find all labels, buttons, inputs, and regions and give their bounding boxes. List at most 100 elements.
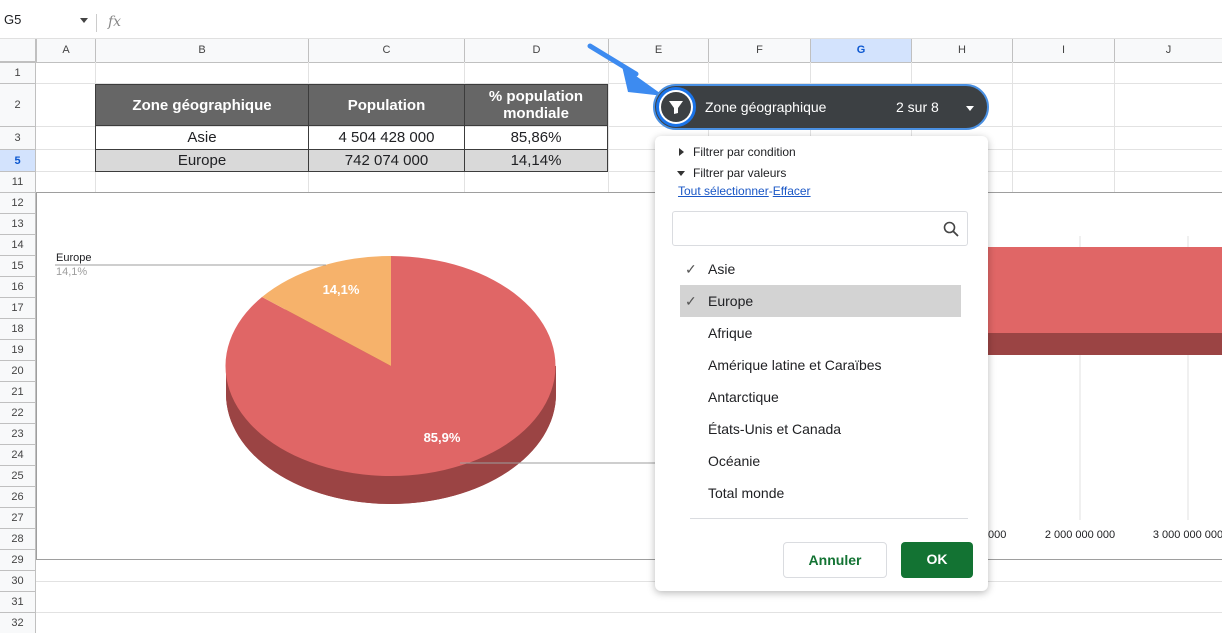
- link-separator: -: [768, 184, 773, 198]
- filter-chip[interactable]: Zone géographique 2 sur 8: [653, 84, 989, 130]
- bar-tick-label: 000: [988, 529, 1006, 541]
- select-all-link[interactable]: Tout sélectionner: [678, 184, 769, 198]
- row-header-31[interactable]: 31: [0, 591, 36, 612]
- filter-chip-count[interactable]: 2 sur 8: [896, 99, 939, 115]
- formula-bar: G5 fx: [0, 0, 1222, 39]
- filter-chip-label: Zone géographique: [705, 99, 827, 115]
- filter-option-antarctique[interactable]: Antarctique: [680, 381, 961, 413]
- row-header-26[interactable]: 26: [0, 486, 36, 507]
- row-header-32[interactable]: 32: [0, 612, 36, 633]
- row-header-3[interactable]: 3: [0, 126, 36, 149]
- filter-option-asie[interactable]: ✓ Asie: [680, 253, 961, 285]
- column-header-h[interactable]: H: [911, 39, 1012, 62]
- filter-by-values[interactable]: Filtrer par valeurs: [677, 166, 877, 180]
- divider: [96, 14, 97, 32]
- name-box[interactable]: G5: [4, 10, 90, 30]
- row-header-20[interactable]: 20: [0, 360, 36, 381]
- fx-icon: fx: [108, 14, 122, 30]
- column-header-a[interactable]: A: [36, 39, 95, 62]
- bar-asie: [988, 247, 1222, 333]
- row-header-22[interactable]: 22: [0, 402, 36, 423]
- divider: [690, 518, 968, 519]
- row-header-1[interactable]: 1: [0, 62, 36, 83]
- filter-option-label: États-Unis et Canada: [708, 421, 842, 437]
- column-header-d[interactable]: D: [464, 39, 608, 62]
- column-header-e[interactable]: E: [608, 39, 708, 62]
- filter-option-oceanie[interactable]: Océanie: [680, 445, 961, 477]
- row-header-17[interactable]: 17: [0, 297, 36, 318]
- pie-slice-europe: [262, 255, 391, 366]
- clear-link[interactable]: Effacer: [772, 184, 811, 198]
- filter-option-total-monde[interactable]: Total monde: [680, 477, 961, 509]
- select-all-corner[interactable]: [0, 39, 36, 62]
- row-header-12[interactable]: 12: [0, 192, 36, 213]
- filter-dropdown: Filtrer par condition Filtrer par valeur…: [655, 136, 988, 591]
- row-header-15[interactable]: 15: [0, 255, 36, 276]
- filter-by-condition[interactable]: Filtrer par condition: [677, 145, 877, 159]
- bar-tick-label: 2 000 000 000: [1045, 529, 1115, 541]
- bar-chart[interactable]: 000 2 000 000 000 3 000 000 000: [988, 236, 1222, 541]
- row-header-14[interactable]: 14: [0, 234, 36, 255]
- filter-option-afrique[interactable]: Afrique: [680, 317, 961, 349]
- row-header-23[interactable]: 23: [0, 423, 36, 444]
- search-input[interactable]: [679, 219, 933, 239]
- row-header-18[interactable]: 18: [0, 318, 36, 339]
- row-header-5[interactable]: 5: [0, 149, 36, 171]
- row-header-24[interactable]: 24: [0, 444, 36, 465]
- callout-value-europe: 14,1%: [56, 266, 87, 278]
- filter-by-condition-label: Filtrer par condition: [693, 145, 796, 159]
- filter-option-label: Afrique: [708, 325, 753, 341]
- row-header-19[interactable]: 19: [0, 339, 36, 360]
- row-header-28[interactable]: 28: [0, 528, 36, 549]
- table-cell-population[interactable]: 742 074 000: [308, 149, 465, 172]
- filter-option-label: Europe: [708, 293, 754, 309]
- filter-option-etats-unis-canada[interactable]: États-Unis et Canada: [680, 413, 961, 445]
- row-header-21[interactable]: 21: [0, 381, 36, 402]
- pie-data-label-asie: 85,9%: [424, 430, 461, 445]
- filter-option-amerique-latine[interactable]: Amérique latine et Caraïbes: [680, 349, 961, 381]
- pie-slice-asie: [225, 256, 556, 476]
- search-icon[interactable]: [943, 221, 959, 237]
- column-header-b[interactable]: B: [95, 39, 308, 62]
- callout-label-europe: Europe: [56, 252, 91, 264]
- ok-button[interactable]: OK: [901, 542, 973, 578]
- chevron-down-icon[interactable]: [80, 18, 88, 23]
- filter-option-label: Amérique latine et Caraïbes: [708, 357, 882, 373]
- row-header-11[interactable]: 11: [0, 171, 36, 192]
- filter-by-values-label: Filtrer par valeurs: [693, 166, 787, 180]
- filter-option-label: Antarctique: [708, 389, 779, 405]
- filter-option-label: Océanie: [708, 453, 761, 469]
- column-header-f[interactable]: F: [708, 39, 810, 62]
- chevron-down-icon[interactable]: [966, 106, 974, 111]
- filter-option-label: Asie: [708, 261, 736, 277]
- filter-icon: [661, 92, 691, 122]
- row-header-13[interactable]: 13: [0, 213, 36, 234]
- table-cell-zone[interactable]: Europe: [95, 149, 309, 172]
- column-header-i[interactable]: I: [1012, 39, 1114, 62]
- row-header-16[interactable]: 16: [0, 276, 36, 297]
- select-links: Tout sélectionner-Effacer: [678, 184, 811, 198]
- table-header-zone[interactable]: Zone géographique: [95, 84, 309, 126]
- row-header-25[interactable]: 25: [0, 465, 36, 486]
- search-field[interactable]: [672, 211, 968, 246]
- row-header-30[interactable]: 30: [0, 570, 36, 591]
- pie-chart[interactable]: 14,1% 85,9% Europe 14,1%: [55, 252, 660, 504]
- filter-option-label: Total monde: [708, 485, 785, 501]
- cancel-button[interactable]: Annuler: [783, 542, 887, 578]
- column-header-j[interactable]: J: [1114, 39, 1222, 62]
- row-header-29[interactable]: 29: [0, 549, 36, 570]
- pie-data-label-europe: 14,1%: [323, 282, 360, 297]
- column-header-c[interactable]: C: [308, 39, 464, 62]
- name-box-value: G5: [4, 12, 22, 27]
- column-header-g[interactable]: G: [810, 39, 911, 62]
- filter-option-europe[interactable]: ✓ Europe: [680, 285, 961, 317]
- column-header: A B C D E F G H I J: [36, 39, 1222, 63]
- table-cell-pct[interactable]: 14,14%: [464, 149, 608, 172]
- row-header-2[interactable]: 2: [0, 83, 36, 126]
- filter-button[interactable]: [656, 87, 696, 127]
- pointer-arrow-icon: [587, 43, 664, 96]
- row-header-27[interactable]: 27: [0, 507, 36, 528]
- bar-asie-depth: [988, 333, 1222, 355]
- check-icon: ✓: [685, 293, 697, 309]
